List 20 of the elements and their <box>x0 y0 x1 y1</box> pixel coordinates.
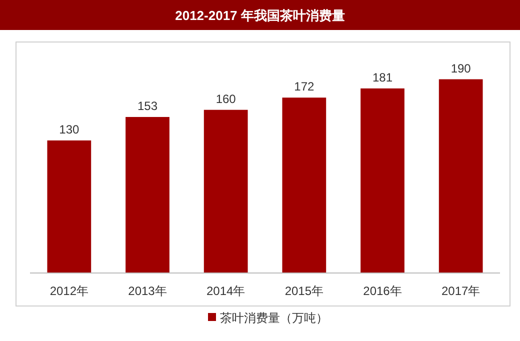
x-tick-label: 2016年 <box>363 284 402 298</box>
bar <box>204 110 248 273</box>
data-label: 160 <box>216 92 236 106</box>
x-tick-label: 2014年 <box>206 284 246 298</box>
bar <box>126 116 170 273</box>
data-label: 190 <box>450 61 472 76</box>
bar <box>282 98 326 273</box>
x-tick-label: 2013年 <box>128 284 167 298</box>
chart-title: 2012-2017 年我国茶叶消费量 <box>175 8 345 23</box>
x-tick-label: 2012年 <box>50 284 89 298</box>
data-label: 172 <box>294 80 314 94</box>
legend-label: 茶叶消费量（万吨） <box>220 311 328 325</box>
bar <box>360 88 404 273</box>
data-label: 153 <box>137 98 158 113</box>
x-tick-label: 2015年 <box>284 284 324 298</box>
bar <box>47 140 92 273</box>
data-label: 130 <box>59 122 80 136</box>
bar <box>438 79 483 273</box>
data-label: 181 <box>372 70 393 84</box>
x-tick-label: 2017年 <box>441 284 480 298</box>
